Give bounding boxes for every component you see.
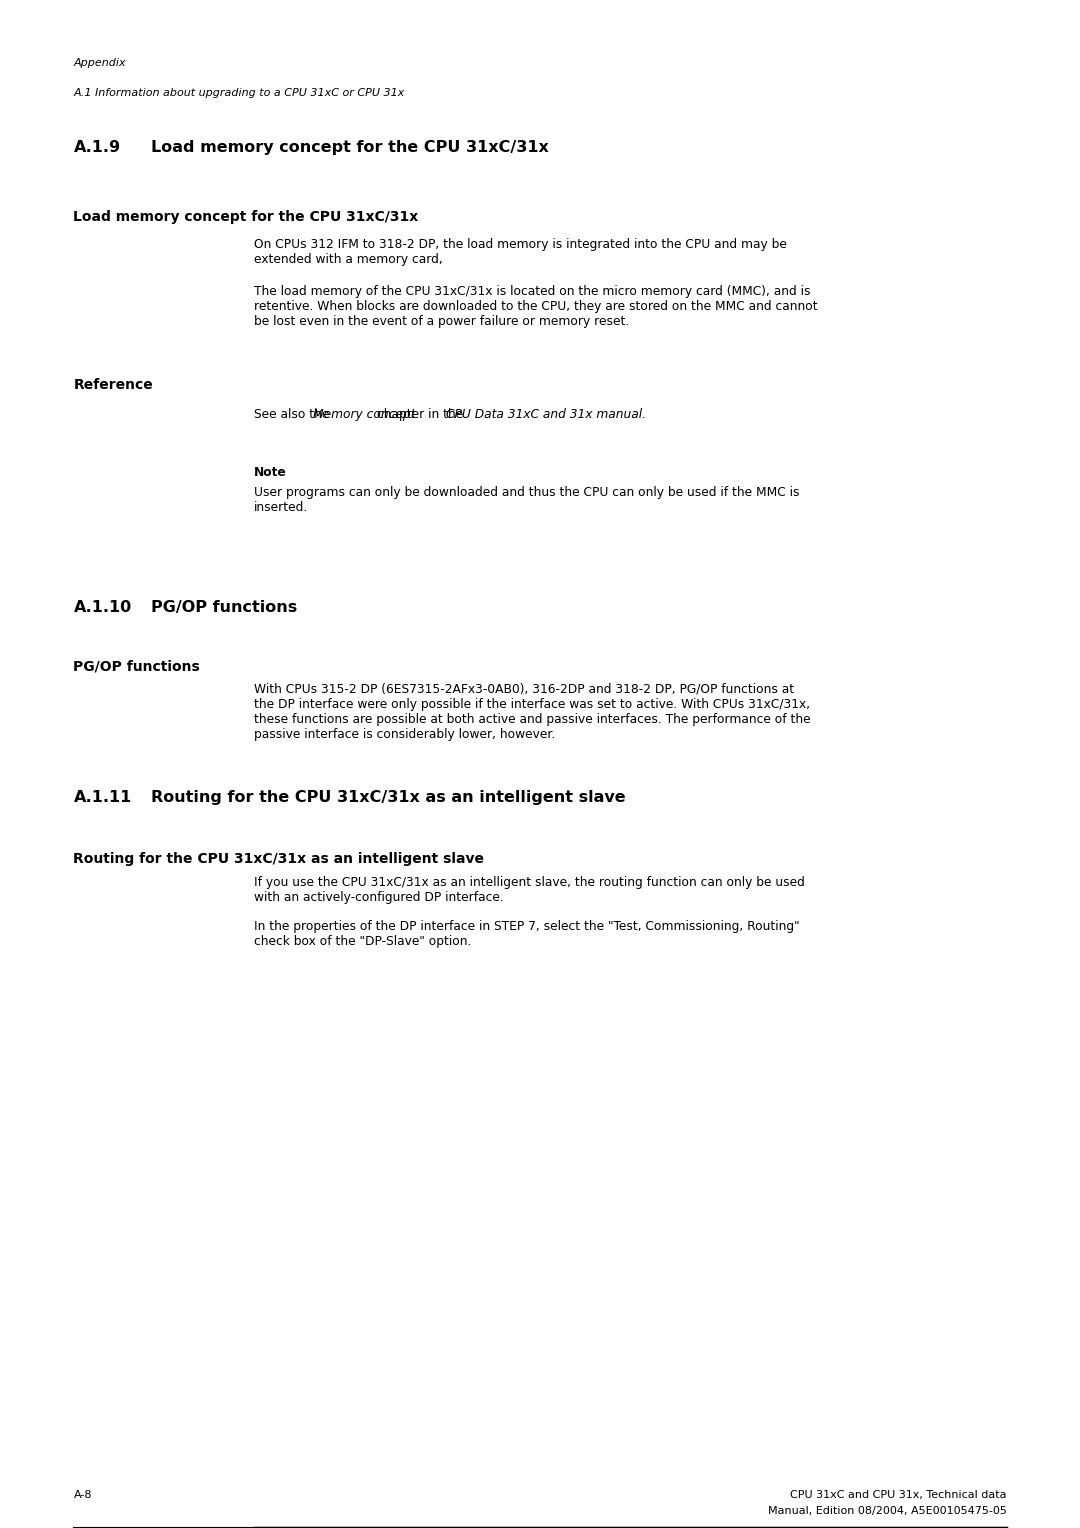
Text: Memory concept: Memory concept <box>313 408 416 422</box>
Text: With CPUs 315-2 DP (6ES7315-2AFx3-0AB0), 316-2DP and 318-2 DP, PG/OP functions a: With CPUs 315-2 DP (6ES7315-2AFx3-0AB0),… <box>254 683 810 741</box>
Text: Manual, Edition 08/2004, A5E00105475-05: Manual, Edition 08/2004, A5E00105475-05 <box>768 1507 1007 1516</box>
Text: Load memory concept for the CPU 31xC/31x: Load memory concept for the CPU 31xC/31x <box>151 141 550 154</box>
Text: A.1.11: A.1.11 <box>73 790 132 805</box>
Text: Load memory concept for the CPU 31xC/31x: Load memory concept for the CPU 31xC/31x <box>73 209 419 225</box>
Text: PG/OP functions: PG/OP functions <box>151 601 298 614</box>
Text: CPU 31xC and CPU 31x, Technical data: CPU 31xC and CPU 31x, Technical data <box>791 1490 1007 1500</box>
Text: In the properties of the DP interface in STEP 7, select the "Test, Commissioning: In the properties of the DP interface in… <box>254 920 799 947</box>
Text: A.1 Information about upgrading to a CPU 31xC or CPU 31x: A.1 Information about upgrading to a CPU… <box>73 89 405 98</box>
Text: Note: Note <box>254 466 286 478</box>
Text: A.1.9: A.1.9 <box>73 141 121 154</box>
Text: If you use the CPU 31xC/31x as an intelligent slave, the routing function can on: If you use the CPU 31xC/31x as an intell… <box>254 876 805 905</box>
Text: A-8: A-8 <box>73 1490 92 1500</box>
Text: CPU Data 31xC and 31x manual.: CPU Data 31xC and 31x manual. <box>446 408 646 422</box>
Text: Appendix: Appendix <box>73 58 126 69</box>
Text: Reference: Reference <box>73 377 153 393</box>
Text: PG/OP functions: PG/OP functions <box>73 660 200 674</box>
Text: See also the: See also the <box>254 408 333 422</box>
Text: chapter in the: chapter in the <box>377 408 468 422</box>
Text: On CPUs 312 IFM to 318-2 DP, the load memory is integrated into the CPU and may : On CPUs 312 IFM to 318-2 DP, the load me… <box>254 238 786 266</box>
Text: A.1.10: A.1.10 <box>73 601 132 614</box>
Text: Routing for the CPU 31xC/31x as an intelligent slave: Routing for the CPU 31xC/31x as an intel… <box>73 853 485 866</box>
Text: The load memory of the CPU 31xC/31x is located on the micro memory card (MMC), a: The load memory of the CPU 31xC/31x is l… <box>254 286 818 329</box>
Text: Routing for the CPU 31xC/31x as an intelligent slave: Routing for the CPU 31xC/31x as an intel… <box>151 790 626 805</box>
Text: User programs can only be downloaded and thus the CPU can only be used if the MM: User programs can only be downloaded and… <box>254 486 799 513</box>
